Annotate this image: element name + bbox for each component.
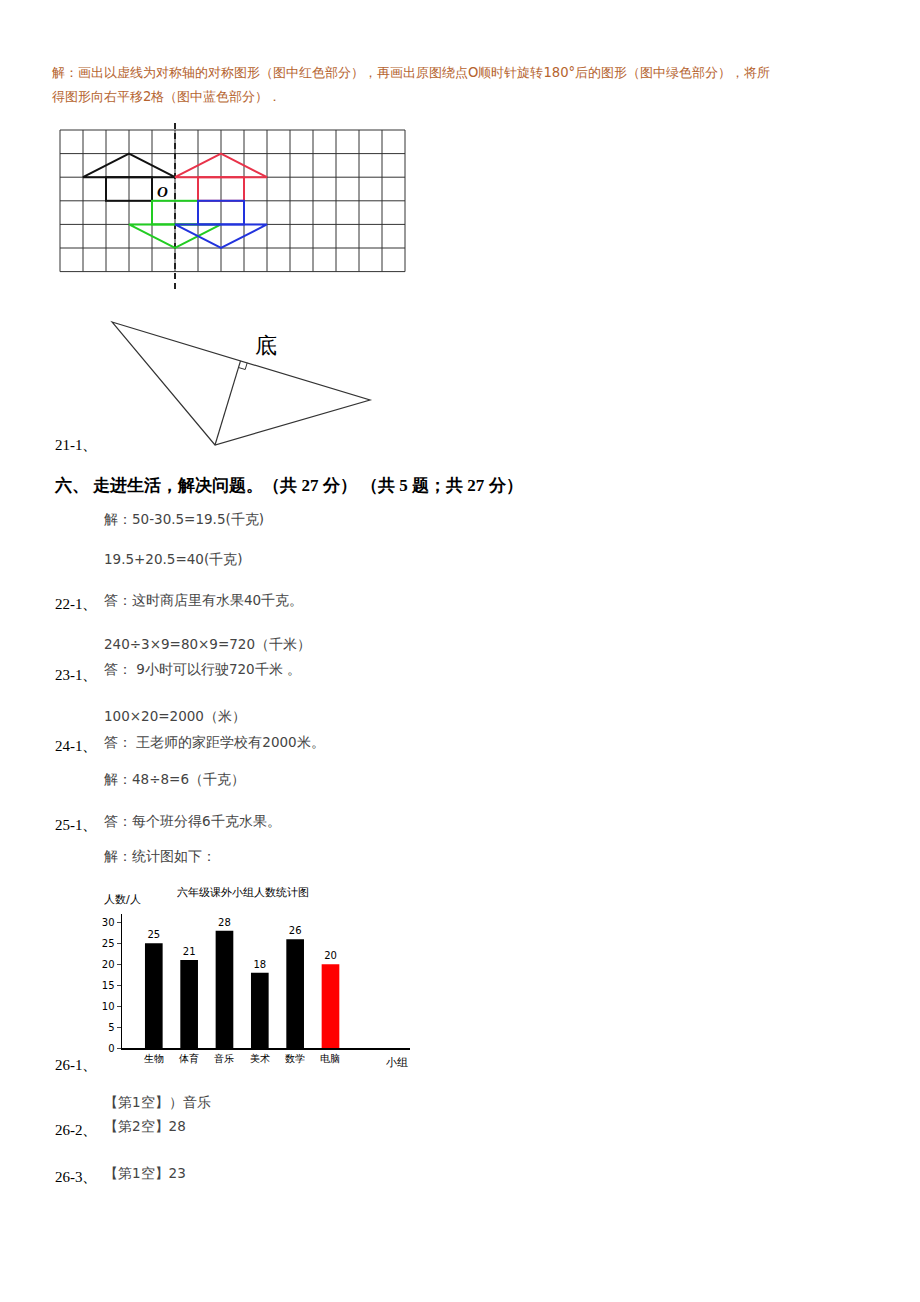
svg-text:电脑: 电脑 [320,1053,340,1064]
html-text:100×20=2000（米）: 100×20=2000（米） [104,708,246,724]
svg-text:10: 10 [102,1001,115,1012]
html-text:【第2空】28: 【第2空】28 [104,1118,186,1134]
svg-text:25: 25 [102,938,115,949]
svg-text:六年级课外小组人数统计图: 六年级课外小组人数统计图 [177,886,309,899]
svg-text:数学: 数学 [285,1053,305,1064]
svg-text:音乐: 音乐 [214,1053,234,1064]
html-text:26-3、: 26-3、 [55,1169,98,1185]
html-text:解：50-30.5=19.5(千克): 解：50-30.5=19.5(千克) [104,511,264,527]
html-text:答： 9小时可以行驶720千米 。: 答： 9小时可以行驶720千米 。 [104,661,301,677]
html-text:26-1、: 26-1、 [55,1057,98,1073]
html-text:解：48÷8=6（千克）: 解：48÷8=6（千克） [104,771,245,787]
svg-text:20: 20 [324,950,337,961]
svg-text:生物: 生物 [144,1053,164,1064]
svg-text:28: 28 [218,917,231,928]
svg-text:底: 底 [255,333,277,358]
svg-text:26: 26 [289,925,302,936]
html-text:240÷3×9=80×9=720（千米）: 240÷3×9=80×9=720（千米） [104,636,311,652]
svg-text:20: 20 [102,959,115,970]
svg-text:0: 0 [108,1043,114,1054]
html-text:24-1、: 24-1、 [55,738,98,754]
html-text:答：每个班分得6千克水果。: 答：每个班分得6千克水果。 [104,813,281,829]
svg-text:25: 25 [147,929,160,940]
svg-text:小组: 小组 [386,1056,408,1069]
html-text:答： 王老师的家距学校有2000米。: 答： 王老师的家距学校有2000米。 [104,734,325,750]
html-text:解：画出以虚线为对称轴的对称图形（图中红色部分），再画出原图: 解：画出以虚线为对称轴的对称图形（图中红色部分），再画出原图绕点O顺时针旋转18… [52,65,771,80]
svg-text:18: 18 [253,959,266,970]
svg-text:5: 5 [108,1022,114,1033]
html-text:22-1、: 22-1、 [55,596,98,612]
html-text:解：统计图如下：: 解：统计图如下： [104,848,216,864]
html-text:21-1、: 21-1、 [55,437,98,453]
svg-text:30: 30 [102,917,115,928]
svg-text:人数/人: 人数/人 [104,893,141,906]
svg-text:O: O [157,184,168,200]
html-text:25-1、: 25-1、 [55,817,98,833]
html-text:得图形向右平移2格（图中蓝色部分）．: 得图形向右平移2格（图中蓝色部分）． [52,89,282,104]
html-text:答：这时商店里有水果40千克。: 答：这时商店里有水果40千克。 [104,592,304,608]
svg-text:15: 15 [102,980,115,991]
svg-text:21: 21 [183,946,196,957]
html-text:26-2、: 26-2、 [55,1122,98,1138]
html-text:【第1空】）音乐: 【第1空】）音乐 [104,1094,211,1110]
html-text:【第1空】23: 【第1空】23 [104,1165,186,1181]
html-text:19.5+20.5=40(千克): 19.5+20.5=40(千克) [104,551,243,567]
html-text:六、 走进生活，解决问题。（共 27 分） （共 5 题；共: 六、 走进生活，解决问题。（共 27 分） （共 5 题；共 27 分） [55,476,523,495]
svg-text:体育: 体育 [179,1053,199,1064]
html-text:23-1、: 23-1、 [55,667,98,683]
svg-text:美术: 美术 [250,1053,270,1064]
